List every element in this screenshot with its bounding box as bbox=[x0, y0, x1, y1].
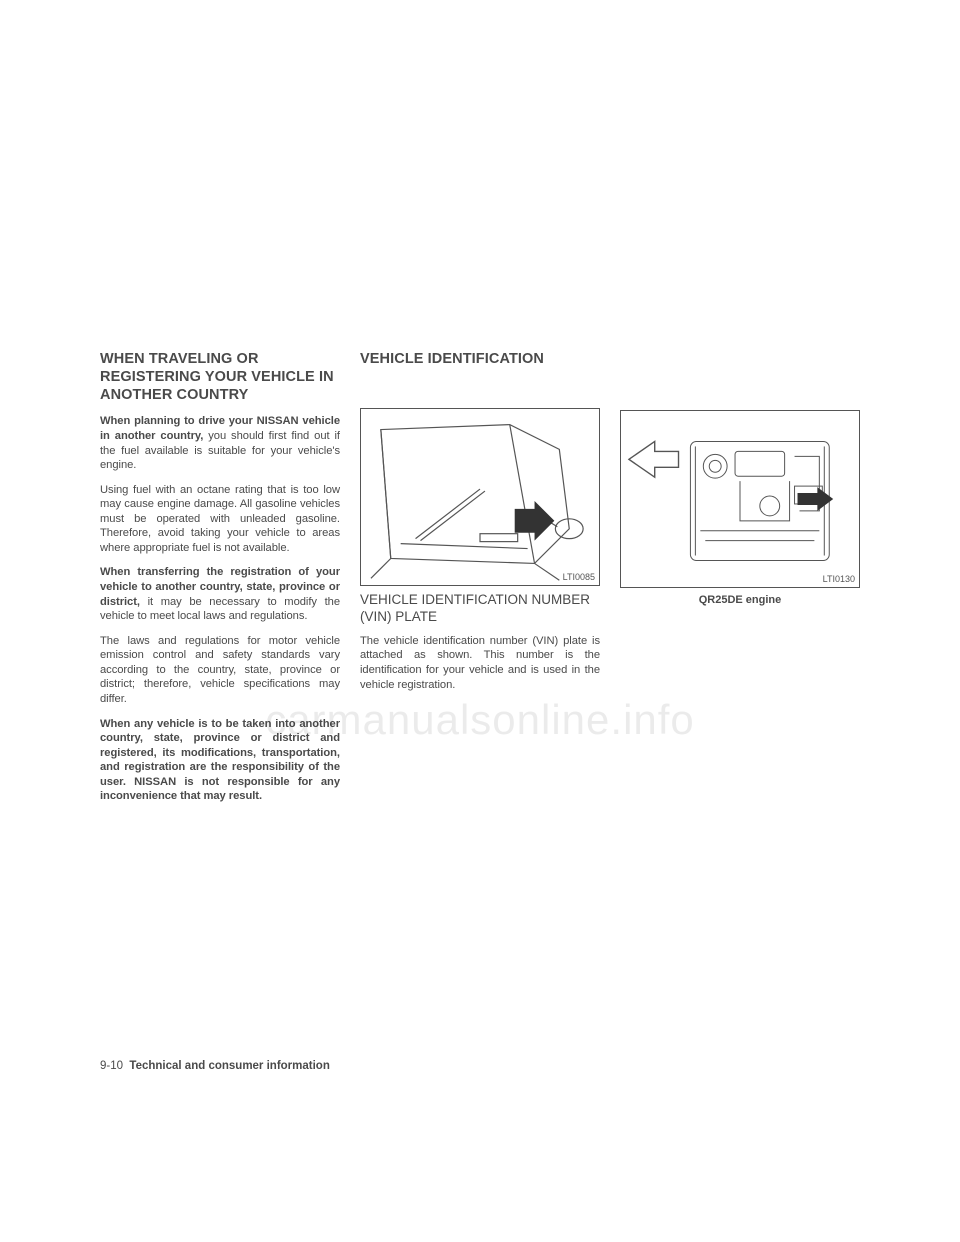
manual-page: WHEN TRAVELING OR REGISTERING YOUR VEHIC… bbox=[0, 0, 960, 1242]
figure-label: LTI0130 bbox=[823, 574, 855, 584]
section-title-vehicle-id: VEHICLE IDENTIFICATION bbox=[360, 350, 600, 368]
page-footer: 9-10 Technical and consumer information bbox=[100, 1060, 330, 1072]
paragraph: When transferring the registration of yo… bbox=[100, 565, 340, 623]
paragraph: When planning to drive your NISSAN vehic… bbox=[100, 414, 340, 472]
paragraph-bold: When any vehicle is to be taken into ano… bbox=[100, 717, 340, 804]
vin-plate-illustration bbox=[361, 409, 599, 585]
column-right: LTI0130 QR25DE engine bbox=[620, 350, 860, 814]
subheading-vin: VEHICLE IDENTIFICATION NUMBER (VIN) PLAT… bbox=[360, 592, 600, 626]
section-title-traveling: WHEN TRAVELING OR REGISTERING YOUR VEHIC… bbox=[100, 350, 340, 404]
section-name: Technical and consumer information bbox=[129, 1060, 329, 1072]
spacer bbox=[620, 350, 860, 410]
figure-vin-plate: LTI0085 bbox=[360, 408, 600, 586]
figure-caption-engine: QR25DE engine bbox=[620, 594, 860, 606]
paragraph: Using fuel with an octane rating that is… bbox=[100, 483, 340, 556]
content-columns: WHEN TRAVELING OR REGISTERING YOUR VEHIC… bbox=[100, 350, 860, 814]
paragraph: The laws and regulations for motor vehic… bbox=[100, 634, 340, 707]
column-middle: VEHICLE IDENTIFICATION bbox=[360, 350, 600, 814]
page-number: 9-10 bbox=[100, 1060, 123, 1072]
paragraph: The vehicle identification number (VIN) … bbox=[360, 634, 600, 692]
column-left: WHEN TRAVELING OR REGISTERING YOUR VEHIC… bbox=[100, 350, 340, 814]
engine-illustration bbox=[621, 411, 859, 587]
figure-engine: LTI0130 bbox=[620, 410, 860, 588]
figure-label: LTI0085 bbox=[563, 572, 595, 582]
